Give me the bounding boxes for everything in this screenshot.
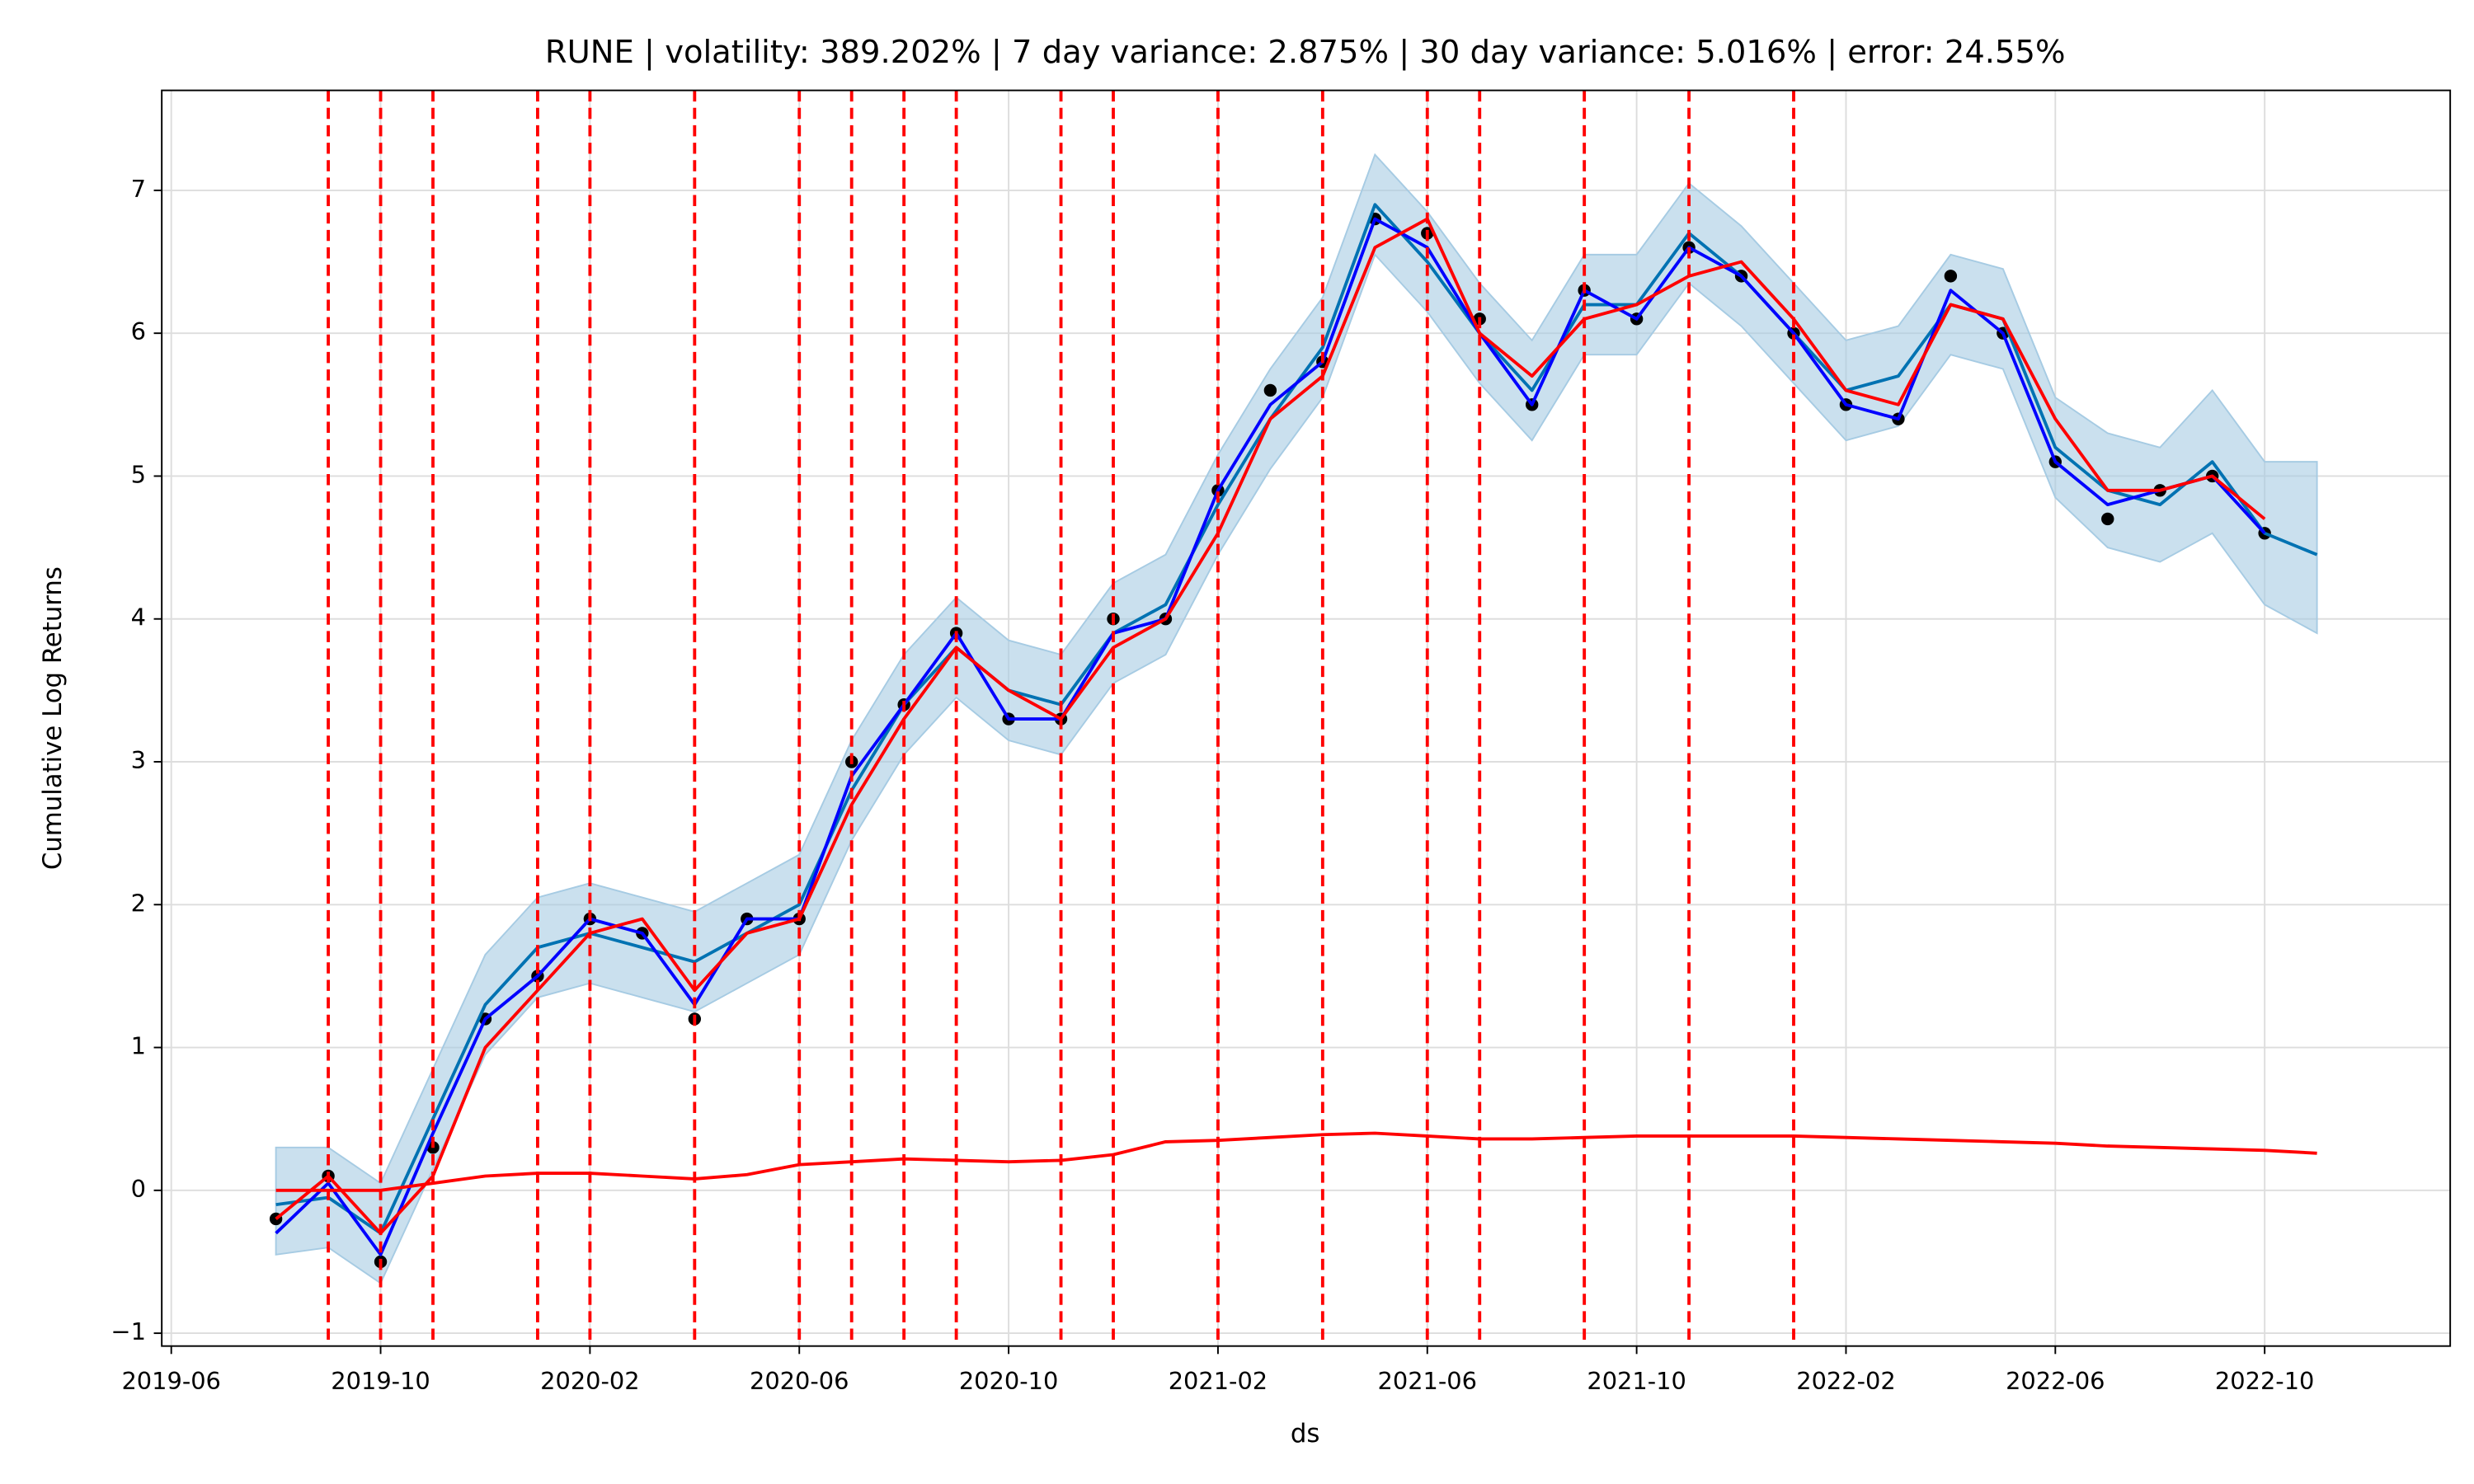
y-tick-label: 0 [131,1175,146,1203]
uncertainty-band [275,153,2318,1284]
series-line [275,217,2266,1235]
y-tick-label: 7 [131,175,146,203]
y-tick-label: 1 [131,1032,146,1060]
data-point [1944,270,1958,283]
x-tick-label: 2019-06 [121,1367,220,1395]
y-tick-label: 4 [131,603,146,632]
y-tick-label: 6 [131,317,146,345]
x-tick-label: 2022-06 [2006,1367,2105,1395]
y-axis-label: Cumulative Log Returns [38,566,68,870]
y-tick-label: 5 [131,460,146,488]
x-axis-label: ds [1291,1419,1320,1449]
series-line [275,217,2266,1256]
x-tick-label: 2022-10 [2215,1367,2314,1395]
y-tick-label: 2 [131,889,146,917]
x-tick-label: 2022-02 [1796,1367,1895,1395]
data-point [2101,512,2114,526]
x-tick-label: 2020-10 [959,1367,1058,1395]
y-tick-label: −1 [111,1317,146,1345]
series-line [275,1131,2317,1192]
y-tick-label: 3 [131,746,146,774]
plot-area [162,90,2451,1346]
chart-title: RUNE | volatility: 389.202% | 7 day vari… [545,34,2066,71]
x-tick-label: 2020-06 [750,1367,849,1395]
plot-frame [161,89,2452,1347]
x-tick-label: 2021-10 [1587,1367,1686,1395]
x-tick-label: 2021-02 [1169,1367,1268,1395]
x-tick-label: 2019-10 [331,1367,430,1395]
x-tick-label: 2020-02 [540,1367,639,1395]
x-tick-label: 2021-06 [1378,1367,1477,1395]
data-point [1263,383,1277,397]
